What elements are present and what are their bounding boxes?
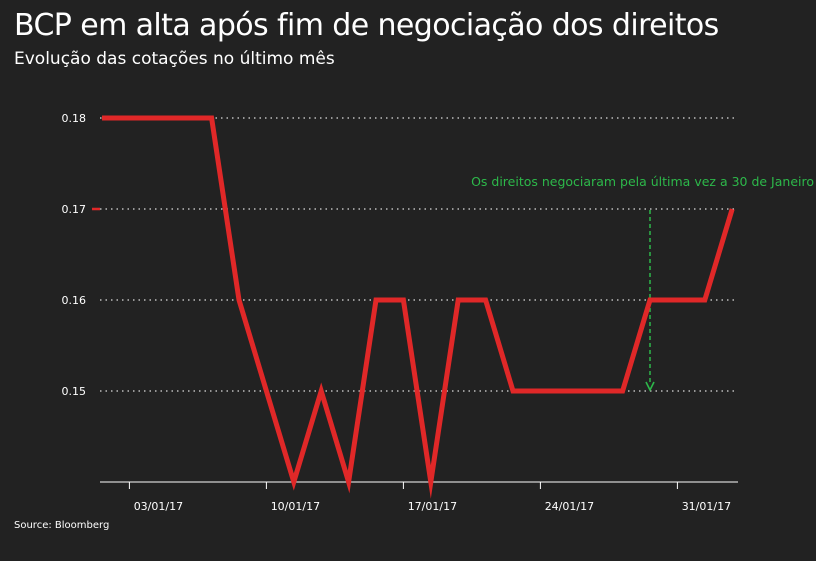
y-tick-label: 0.18 [62, 112, 87, 125]
x-tick-label: 03/01/17 [134, 500, 183, 513]
chart-subtitle: Evolução das cotações no último mês [14, 49, 335, 69]
chart-title: BCP em alta após fim de negociação dos d… [14, 8, 719, 43]
y-tick-label: 0.17 [62, 203, 87, 216]
series-line [102, 115, 735, 499]
x-tick-label: 24/01/17 [545, 500, 594, 513]
annotation: Os direitos negociaram pela última vez a… [471, 174, 814, 392]
annotation-text: Os direitos negociaram pela última vez a… [471, 174, 814, 189]
x-tick-label: 17/01/17 [408, 500, 457, 513]
x-tick-label: 10/01/17 [271, 500, 320, 513]
y-tick-label: 0.15 [62, 385, 87, 398]
annotation-arrow-head [645, 381, 655, 392]
x-tick-label: 31/01/17 [682, 500, 731, 513]
price-series [101, 115, 735, 499]
source-note: Source: Bloomberg [14, 520, 110, 531]
y-tick-labels: 0.18 0.17 0.16 0.15 [62, 112, 100, 398]
x-tick-labels: 03/01/17 10/01/17 17/01/17 24/01/17 31/01/17 [134, 500, 731, 513]
grid-lines [100, 117, 738, 392]
x-axis [100, 481, 738, 489]
y-tick-label: 0.16 [62, 294, 87, 307]
